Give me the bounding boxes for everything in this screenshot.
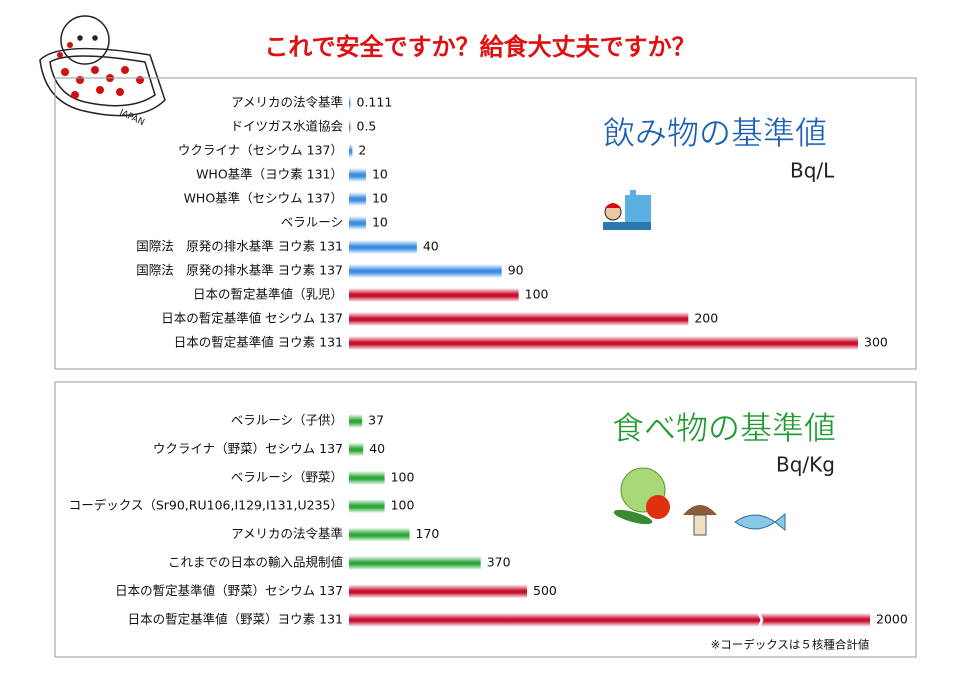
bar [349,442,364,457]
bar-segment [349,499,385,514]
category-label: アメリカの法令基準 [231,95,343,110]
bar-segment [349,336,858,350]
bar-segment [349,144,353,158]
bar [349,240,417,254]
bar [349,96,351,110]
bar [349,336,858,350]
chart-title: 食べ物の基準値 [612,409,836,447]
bar [349,414,363,428]
bar [349,168,366,182]
value-label: 0.111 [357,95,393,110]
bar [349,611,870,628]
bar [349,312,689,326]
food-illustration [613,467,786,536]
value-label: 200 [694,311,718,326]
category-label: アメリカの法令基準 [231,526,343,541]
value-label: 300 [864,335,888,350]
value-label: 90 [508,263,524,278]
bar-segment [349,312,689,326]
bar [349,264,502,278]
category-label: ウクライナ（野菜）セシウム 137 [153,441,343,456]
bar [349,527,410,542]
bar [349,120,351,134]
value-label: 10 [372,215,388,230]
category-label: コーデックス（Sr90,RU106,I129,I131,U235） [69,498,343,513]
category-label: これまでの日本の輸入品規制値 [168,555,343,570]
category-label: ベラルーシ（野菜） [231,469,343,484]
value-label: 370 [487,555,511,570]
bar [349,470,385,485]
category-label: ベラルーシ（子供） [231,413,343,428]
bar-segment [349,442,364,457]
bar-segment [349,612,870,627]
bar-segment [349,414,363,428]
unit-label: Bq/L [790,159,835,183]
value-label: 100 [525,287,549,302]
category-label: 国際法 原発の排水基準 ヨウ素 137 [136,263,343,278]
value-label: 170 [416,526,440,541]
footnote: ※コーデックスは５核種合計値 [711,638,870,652]
value-label: 2 [358,143,366,158]
bar [349,192,366,206]
value-label: 2000 [876,611,908,626]
bar-segment [349,288,519,302]
value-label: 37 [368,413,384,428]
chart-title: 飲み物の基準値 [603,114,827,152]
category-label: 日本の暫定基準値（野菜）ヨウ素 131 [128,611,343,626]
category-label: ベラルーシ [281,215,343,230]
panel [54,381,917,658]
bar-segment [349,96,351,110]
category-label: WHO基準（セシウム 137） [184,191,343,206]
category-label: ウクライナ（セシウム 137） [178,143,343,158]
category-label: WHO基準（ヨウ素 131） [196,167,343,182]
unit-label: Bq/Kg [776,453,835,477]
category-label: ドイツガス水道協会 [230,119,343,134]
category-label: 国際法 原発の排水基準 ヨウ素 131 [136,239,343,254]
value-label: 10 [372,191,388,206]
bar [349,556,481,570]
bar [349,499,385,514]
value-label: 100 [391,498,415,513]
bar-segment [349,192,366,206]
value-label: 100 [391,469,415,484]
bar [349,216,366,230]
value-label: 10 [372,167,388,182]
category-label: 日本の暫定基準値 ヨウ素 131 [174,335,343,350]
value-label: 40 [423,239,439,254]
value-label: 0.5 [357,119,377,134]
bar [349,288,519,302]
bar-segment [349,470,385,485]
value-label: 40 [369,441,385,456]
bar-segment [349,264,502,278]
bar [349,584,527,599]
faucet-illustration [603,190,651,230]
bar-segment [349,168,366,182]
bar-segment [349,240,417,254]
category-label: 日本の暫定基準値（野菜）セシウム 137 [115,583,343,598]
category-label: 日本の暫定基準値（乳児） [193,287,343,302]
panel [54,77,917,370]
bar-segment [349,556,481,570]
bar-segment [349,527,410,542]
bar-segment [349,216,366,230]
category-label: 日本の暫定基準値 セシウム 137 [161,311,343,326]
axis-break [756,611,764,628]
value-label: 500 [533,583,557,598]
bar-segment [349,120,351,134]
page-title: これで安全ですか？給食大丈夫ですか？ [264,33,695,61]
bar [349,144,353,158]
bar-segment [349,584,527,599]
